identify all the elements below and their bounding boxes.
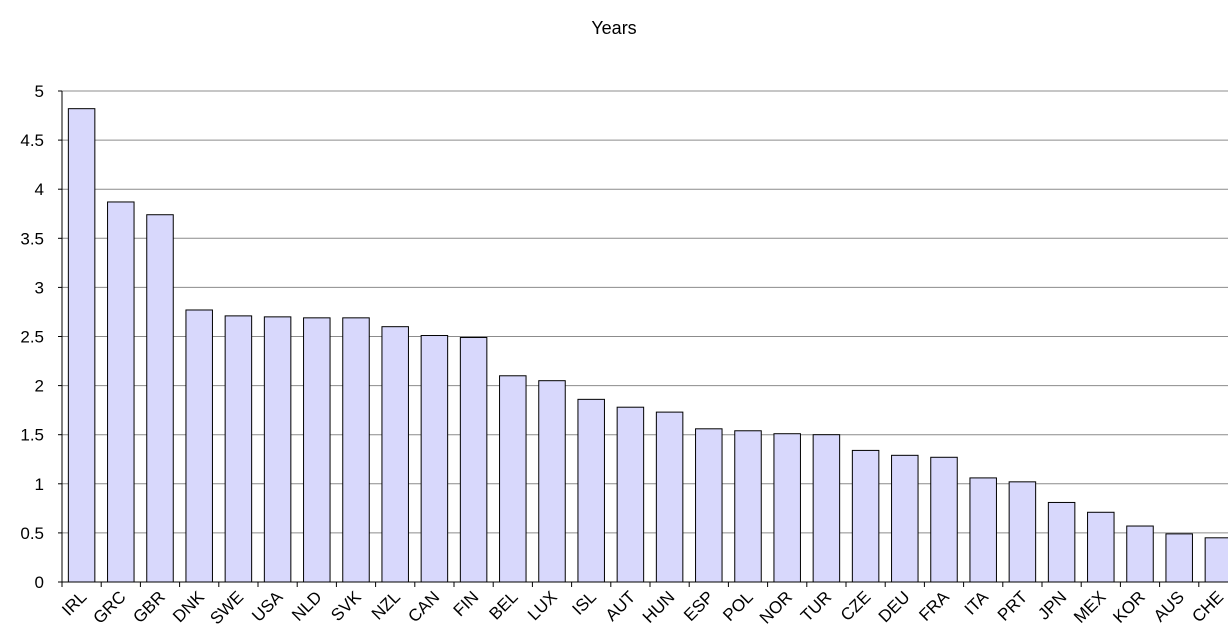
x-tick-label: DEU (875, 587, 914, 626)
x-tick-label: AUS (1150, 587, 1188, 625)
bar-pol (734, 430, 762, 583)
x-tick-label: POL (719, 587, 756, 624)
y-tick-label: 0.5 (20, 524, 44, 543)
bar-can (420, 335, 449, 583)
bars (67, 108, 1228, 583)
y-tick-labels: 0 0.5 1 1.5 2 2.5 3 3.5 4 4.5 5 (20, 82, 44, 592)
bar-nld (303, 317, 331, 583)
bar-swe (224, 315, 253, 583)
y-tick-label: 1 (35, 475, 44, 494)
bar-deu (891, 454, 919, 583)
x-tick-label: SWE (206, 587, 247, 628)
bar-mex (1087, 511, 1115, 583)
bar-irl (67, 108, 96, 583)
y-tick-label: 2.5 (20, 328, 44, 347)
x-tick-label: GRC (89, 587, 129, 627)
bar-che (1204, 537, 1228, 583)
bar-nor (773, 433, 801, 583)
x-tick-label: NOR (756, 587, 796, 627)
x-tick-label: PRT (994, 587, 1031, 624)
bar-grc (107, 201, 135, 583)
y-tick-label: 4 (35, 180, 44, 199)
x-tick-label: ITA (961, 587, 993, 619)
bar-jpn (1047, 501, 1076, 583)
axes (58, 90, 1228, 587)
x-tick-label: BEL (485, 587, 521, 623)
bar-tur (812, 434, 841, 583)
y-tick-label: 3 (35, 278, 44, 297)
y-tick-label: 3.5 (20, 229, 44, 248)
y-tick-label: 1.5 (20, 426, 44, 445)
bar-hun (655, 411, 684, 583)
x-tick-label: LUX (524, 587, 561, 624)
x-tick-label: CHE (1188, 587, 1227, 626)
x-tick-label: USA (248, 587, 287, 626)
y-tick-label: 4.5 (20, 131, 44, 150)
bar-lux (538, 380, 566, 583)
x-tick-label: TUR (797, 587, 835, 625)
y-tick-label: 2 (35, 377, 44, 396)
x-tick-label: CZE (837, 587, 874, 624)
grid-lines (62, 90, 1228, 534)
x-tick-label: FIN (450, 587, 483, 620)
y-tick-label: 0 (35, 573, 44, 592)
x-tick-label: NLD (288, 587, 325, 624)
bar-ita (969, 477, 997, 583)
bar-dnk (185, 309, 213, 583)
bar-esp (695, 428, 723, 583)
x-tick-label: SVK (327, 587, 365, 625)
x-tick-label: AUT (602, 587, 639, 624)
x-tick-label: HUN (639, 587, 678, 626)
bar-aut (616, 406, 645, 583)
x-tick-label: CAN (404, 587, 443, 626)
bar-isl (577, 398, 605, 583)
x-tick-label: ESP (680, 587, 717, 624)
x-tick-label: NZL (368, 587, 404, 623)
x-tick-label: FRA (915, 587, 953, 625)
bar-fra (930, 456, 958, 583)
x-tick-label: DNK (169, 587, 208, 626)
bar-nzl (381, 326, 409, 583)
x-tick-label: MEX (1070, 587, 1109, 626)
bar-gbr (146, 214, 174, 583)
bar-prt (1008, 481, 1037, 583)
y-tick-label: 5 (35, 82, 44, 101)
bar-bel (499, 375, 527, 583)
bar-usa (263, 316, 292, 583)
x-tick-label: JPN (1034, 587, 1070, 623)
chart-title: Years (591, 18, 637, 38)
bar-fin (459, 336, 488, 583)
x-tick-label: KOR (1109, 587, 1148, 626)
bar-svk (342, 317, 370, 583)
bar-kor (1126, 525, 1154, 583)
x-tick-label: GBR (129, 587, 168, 626)
bar-aus (1165, 533, 1193, 583)
bar-cze (851, 449, 880, 583)
x-tick-label: ISL (569, 587, 600, 618)
x-tick-label: IRL (58, 587, 90, 619)
